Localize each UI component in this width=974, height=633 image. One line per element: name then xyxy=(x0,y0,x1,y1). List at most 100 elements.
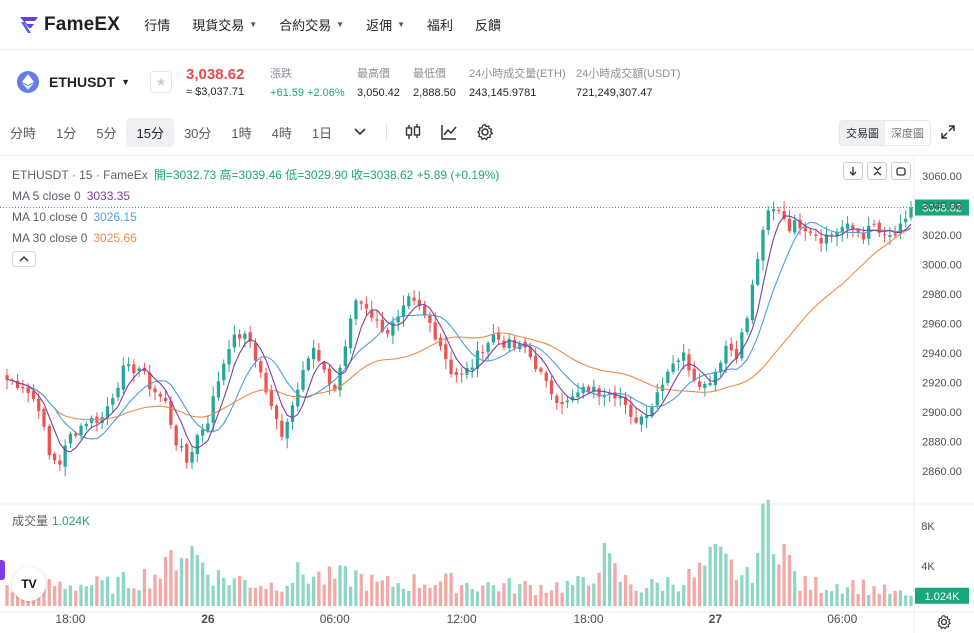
tradingview-logo-icon[interactable]: TV xyxy=(12,567,46,601)
candle-body xyxy=(586,386,591,392)
candle-body xyxy=(528,347,533,358)
volume-bar xyxy=(676,591,681,606)
candle-body xyxy=(153,388,157,393)
candle-body xyxy=(359,301,363,304)
volume-bar xyxy=(867,595,871,606)
candle-type-icon[interactable] xyxy=(401,120,425,144)
volume-bar xyxy=(42,587,46,606)
timeframe-tab[interactable]: 1日 xyxy=(311,125,333,141)
maximize-pane-icon[interactable] xyxy=(891,162,911,180)
volume-bar xyxy=(798,590,802,606)
volume-bar xyxy=(216,570,221,606)
volume-bar xyxy=(713,544,718,606)
volume-label: 成交量 xyxy=(12,514,49,528)
ma-legend-row: MA 5 close 0 3033.35 xyxy=(12,185,499,206)
indicators-icon[interactable] xyxy=(437,120,461,144)
symbol-selector[interactable]: ETHUSDT ▼ xyxy=(49,74,130,90)
candle-body xyxy=(116,387,120,398)
candle-body xyxy=(68,433,73,444)
candle-body xyxy=(216,381,221,398)
timeframe-tab[interactable]: 1分 xyxy=(56,125,77,141)
volume-bar xyxy=(745,567,749,606)
candle-body xyxy=(893,233,897,236)
nav-item-1[interactable]: 現貨交易 ▼ xyxy=(192,15,257,34)
volume-bar xyxy=(851,580,855,606)
timeframe-tab[interactable]: 15分 xyxy=(126,117,174,147)
chart-settings-icon[interactable] xyxy=(936,614,952,630)
ticker-stats: 漲跌 +61.59 +2.06% 最高價 3,050.42 最低價 2,888.50 24小… xyxy=(270,65,696,99)
candle-body xyxy=(909,207,913,218)
candle-body xyxy=(444,344,448,360)
candle-body xyxy=(560,401,564,405)
candle-body xyxy=(121,365,125,390)
volume-bar xyxy=(74,590,78,606)
candle-body xyxy=(576,392,580,398)
volume-bar xyxy=(544,592,548,606)
settings-gear-icon[interactable] xyxy=(473,120,497,144)
depth-chart-tab[interactable]: 深度圖 xyxy=(891,128,924,140)
chart-area[interactable]: 3038.62 3060.00 3040.00 3020.00 3000.00 2980.… xyxy=(0,155,974,633)
timeframe-tab[interactable]: 分時 xyxy=(10,125,37,141)
ma-value: 3025.66 xyxy=(93,230,137,245)
ma-value: 3033.35 xyxy=(86,188,131,203)
trading-view-tab[interactable]: 交易圖 xyxy=(840,121,885,145)
collapse-pane-icon[interactable] xyxy=(867,162,887,180)
price-chart[interactable]: 3038.62 3060.00 3040.00 3020.00 3000.00 2980.… xyxy=(0,156,974,633)
side-tab[interactable] xyxy=(0,560,5,580)
brand-logo[interactable]: FameEX xyxy=(18,14,120,36)
time-tick-label: 18:00 xyxy=(574,612,604,626)
stat-value: 3,050.42 xyxy=(357,87,400,99)
nav-item-3[interactable]: 返佣 ▼ xyxy=(366,15,405,34)
candle-body xyxy=(417,299,421,306)
nav-item-label: 合約交易 xyxy=(279,18,332,33)
scroll-down-arrow-icon[interactable] xyxy=(843,162,863,180)
volume-bar xyxy=(79,584,83,606)
volume-bar xyxy=(539,584,543,606)
volume-bar xyxy=(750,582,755,606)
collapse-legend-button[interactable] xyxy=(12,251,36,267)
nav-item-4[interactable]: 福利 xyxy=(427,15,453,34)
candle-body xyxy=(370,310,374,318)
candle-body xyxy=(602,396,607,398)
timeframe-tab[interactable]: 5分 xyxy=(96,125,117,141)
candle-body xyxy=(819,238,823,244)
candle-body xyxy=(401,305,406,318)
candle-body xyxy=(803,227,807,232)
legend-ohlc: 開=3032.73 高=3039.46 低=3029.90 收=3038.62 … xyxy=(153,168,500,182)
candle-body xyxy=(623,396,628,406)
candle-body xyxy=(248,332,252,342)
more-timeframes-chevron-icon[interactable] xyxy=(348,120,372,144)
fullscreen-icon[interactable] xyxy=(938,122,958,142)
volume-bar xyxy=(290,582,295,606)
volume-bar xyxy=(819,592,823,606)
candle-body xyxy=(296,389,300,407)
nav-item-0[interactable]: 行情 xyxy=(144,15,170,34)
candle-body xyxy=(618,396,622,399)
volume-bar xyxy=(206,574,210,606)
candle-body xyxy=(158,393,162,397)
candle-body xyxy=(856,229,860,233)
volume-bar xyxy=(454,593,458,606)
favorite-star-button[interactable]: ★ xyxy=(150,71,173,93)
volume-bar xyxy=(814,576,818,606)
nav-item-2[interactable]: 合約交易 ▼ xyxy=(279,15,344,34)
time-tick-label: 26 xyxy=(201,612,215,626)
timeframe-tab[interactable]: 30分 xyxy=(183,125,212,141)
nav-item-5[interactable]: 反饋 xyxy=(475,15,501,34)
candle-body xyxy=(497,332,501,340)
volume-bar xyxy=(148,588,152,606)
volume-bar xyxy=(428,587,432,606)
volume-bar xyxy=(703,565,707,606)
stat-key: 最低價 xyxy=(413,68,447,80)
candle-body xyxy=(539,368,543,372)
candle-body xyxy=(708,382,712,386)
timeframe-tab[interactable]: 4時 xyxy=(271,125,292,141)
volume-bar xyxy=(63,588,67,606)
candle-body xyxy=(433,322,437,340)
volume-bar xyxy=(602,542,607,606)
candle-body xyxy=(84,423,88,427)
price-tick-label: 2920.00 xyxy=(922,378,962,390)
candle-body xyxy=(766,210,770,230)
candle-body xyxy=(750,284,755,321)
timeframe-tab[interactable]: 1時 xyxy=(231,125,252,141)
